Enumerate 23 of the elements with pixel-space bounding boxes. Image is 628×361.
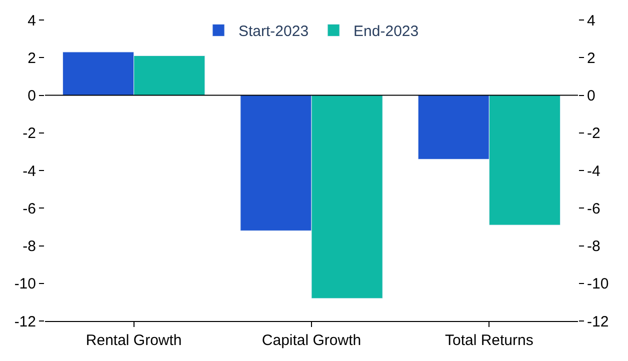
y-tick-label: -2 xyxy=(22,125,36,142)
legend-label: End-2023 xyxy=(354,23,419,40)
y2-tick-label: 0 xyxy=(587,88,596,104)
legend-label: Start-2023 xyxy=(238,23,309,40)
y-tick-label: -10 xyxy=(14,276,36,293)
y2-tick-label: -10 xyxy=(587,276,609,293)
y-tick-label: -8 xyxy=(22,238,36,255)
y-tick-label: 0 xyxy=(28,88,36,104)
y2-tick-label: -8 xyxy=(587,238,600,255)
y2-tick-label: 2 xyxy=(587,50,596,67)
y2-tick-label: -4 xyxy=(587,162,600,180)
x-tick-label: Capital Growth xyxy=(262,332,362,349)
y-tick-label: 4 xyxy=(28,12,36,30)
y-tick-label: -4 xyxy=(22,162,36,180)
y2-tick-label: -2 xyxy=(587,125,600,142)
x-tick-label: Total Returns xyxy=(444,332,534,349)
y-tick-label: -6 xyxy=(22,200,36,218)
y2-tick-label: -6 xyxy=(587,200,600,218)
y-tick-label: -12 xyxy=(14,313,36,330)
x-tick-label: Rental Growth xyxy=(86,332,182,349)
y-tick-label: 2 xyxy=(28,50,36,67)
y2-tick-label: 4 xyxy=(587,12,596,30)
y2-tick-label: -12 xyxy=(587,313,609,330)
